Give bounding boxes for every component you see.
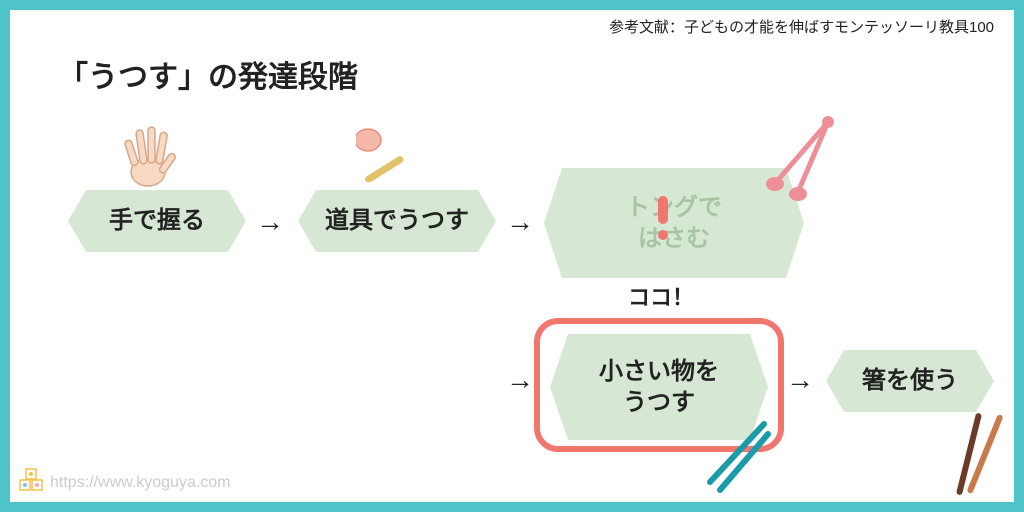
chopsticks-icon [936,410,1016,500]
arrow: → [506,206,534,238]
page-title: 「うつす」の発達段階 [58,52,358,96]
arrow: → [256,206,284,238]
reference-text: 参考文献：子どもの才能を伸ばすモンテッソーリ教具100 [609,16,994,37]
node-grasp-by-hand: 手で握る [68,190,246,252]
tweezer-icon [696,418,776,498]
hand-icon [118,122,178,188]
spoon-icon [356,126,420,182]
watermark-url: https://www.kyoguya.com [50,474,231,492]
watermark-icon [18,466,46,494]
node-transfer-with-tool: 道具でうつす [298,190,496,252]
node-label: 手で握る [109,205,205,236]
attention-label: ココ！ [628,280,694,312]
node-label: 箸を使う [862,365,958,396]
arrow: → [786,364,814,396]
node-use-chopsticks: 箸を使う [826,350,994,412]
node-label: 道具でうつす [325,205,469,236]
tongs-icon [750,114,840,204]
attention-mark-icon [648,196,678,241]
arrow: → [506,364,534,396]
